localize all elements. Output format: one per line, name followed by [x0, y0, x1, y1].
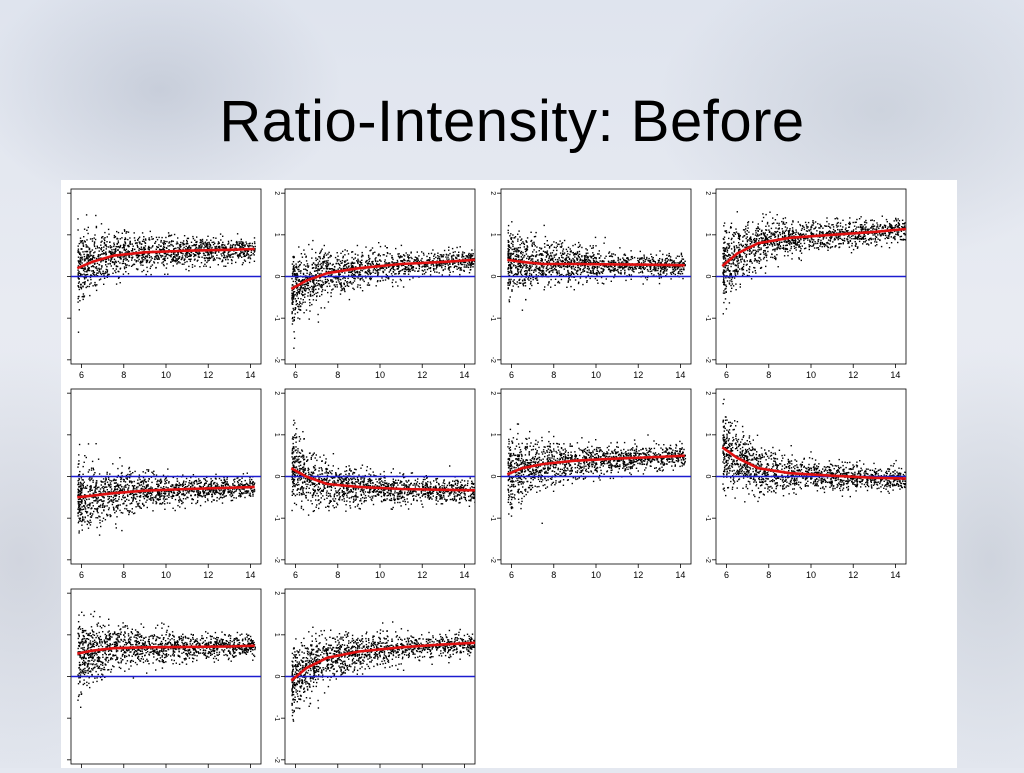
x-tick-label: 12 — [417, 370, 427, 380]
scatter-points — [722, 399, 907, 503]
y-tick-label: 2 — [489, 391, 496, 395]
x-tick-label: 12 — [203, 570, 213, 580]
y-tick-label: -1 — [489, 515, 496, 521]
scatter-points — [291, 420, 476, 516]
ma-plot-panel-9 — [67, 589, 261, 768]
y-tick-label: 0 — [489, 475, 496, 479]
x-tick-label: 14 — [675, 370, 685, 380]
y-tick-label: -2 — [273, 557, 280, 563]
x-tick-label: 8 — [766, 570, 771, 580]
y-tick-label: 1 — [273, 433, 280, 437]
x-tick-label: 14 — [245, 570, 255, 580]
x-tick-label: 14 — [245, 370, 255, 380]
x-tick-label: 10 — [161, 570, 171, 580]
y-tick-label: 1 — [273, 633, 280, 637]
x-tick-label: 8 — [335, 570, 340, 580]
y-tick-label: -2 — [273, 757, 280, 763]
y-tick-label: -2 — [273, 357, 280, 363]
ma-plot-panel-1: 6 8 10 12 14 — [67, 189, 261, 380]
scatter-points — [291, 621, 476, 722]
y-tick-label: -1 — [704, 315, 711, 321]
x-tick-label: 6 — [724, 370, 729, 380]
y-tick-label: -2 — [489, 557, 496, 563]
y-tick-label: 0 — [273, 475, 280, 479]
y-tick-label: -2 — [489, 357, 496, 363]
y-tick-label: 0 — [273, 675, 280, 679]
x-tick-label: 10 — [591, 570, 601, 580]
x-tick-label: 6 — [79, 370, 84, 380]
x-tick-label: 6 — [293, 370, 298, 380]
y-tick-label: -1 — [273, 315, 280, 321]
y-tick-label: -1 — [273, 715, 280, 721]
x-tick-label: 12 — [633, 370, 643, 380]
x-tick-label: 14 — [459, 370, 469, 380]
x-tick-label: 12 — [417, 570, 427, 580]
x-tick-label: 10 — [375, 370, 385, 380]
x-tick-label: 8 — [335, 370, 340, 380]
x-tick-label: 14 — [675, 570, 685, 580]
x-tick-label: 6 — [509, 370, 514, 380]
x-tick-label: 10 — [375, 570, 385, 580]
x-tick-label: 10 — [806, 570, 816, 580]
x-tick-label: 12 — [203, 370, 213, 380]
scatter-points — [77, 611, 256, 708]
y-tick-label: 0 — [704, 275, 711, 279]
y-tick-label: 0 — [273, 275, 280, 279]
x-tick-label: 10 — [806, 370, 816, 380]
x-tick-label: 12 — [633, 570, 643, 580]
x-tick-label: 10 — [591, 370, 601, 380]
y-tick-label: -1 — [273, 515, 280, 521]
y-tick-label: 2 — [273, 391, 280, 395]
x-tick-label: 6 — [724, 570, 729, 580]
loess-curve — [77, 646, 254, 654]
x-tick-label: 8 — [551, 370, 556, 380]
y-tick-label: 2 — [273, 191, 280, 195]
y-tick-label: -1 — [489, 315, 496, 321]
y-tick-label: 2 — [704, 391, 711, 395]
scatter-points — [722, 211, 907, 314]
x-tick-label: 8 — [766, 370, 771, 380]
scatter-points — [291, 240, 476, 349]
x-tick-label: 8 — [551, 570, 556, 580]
y-tick-label: 1 — [489, 233, 496, 237]
x-tick-label: 12 — [848, 370, 858, 380]
y-tick-label: 2 — [704, 191, 711, 195]
x-tick-label: 14 — [459, 570, 469, 580]
y-tick-label: 2 — [273, 591, 280, 595]
y-tick-label: 1 — [273, 233, 280, 237]
ma-plot-panel-5: 6 8 10 12 14 — [67, 389, 261, 580]
x-tick-label: 14 — [890, 570, 900, 580]
x-tick-label: 6 — [509, 570, 514, 580]
x-tick-label: 12 — [848, 570, 858, 580]
y-tick-label: 0 — [704, 475, 711, 479]
scatter-points — [507, 423, 686, 524]
y-tick-label: 1 — [704, 233, 711, 237]
y-tick-label: 2 — [489, 191, 496, 195]
y-tick-label: -2 — [704, 557, 711, 563]
y-tick-label: -1 — [704, 515, 711, 521]
y-tick-label: 1 — [704, 433, 711, 437]
y-tick-label: 1 — [489, 433, 496, 437]
x-tick-label: 10 — [161, 370, 171, 380]
x-tick-label: 8 — [121, 370, 126, 380]
ma-plot-panel-10: -2 -1 0 1 2 — [273, 589, 476, 768]
x-tick-label: 6 — [293, 570, 298, 580]
x-tick-label: 14 — [890, 370, 900, 380]
scatter-points — [77, 214, 256, 333]
x-tick-label: 6 — [79, 570, 84, 580]
x-tick-label: 8 — [121, 570, 126, 580]
y-tick-label: 0 — [489, 275, 496, 279]
slide-title: Ratio-Intensity: Before — [0, 88, 1024, 155]
y-tick-label: -2 — [704, 357, 711, 363]
